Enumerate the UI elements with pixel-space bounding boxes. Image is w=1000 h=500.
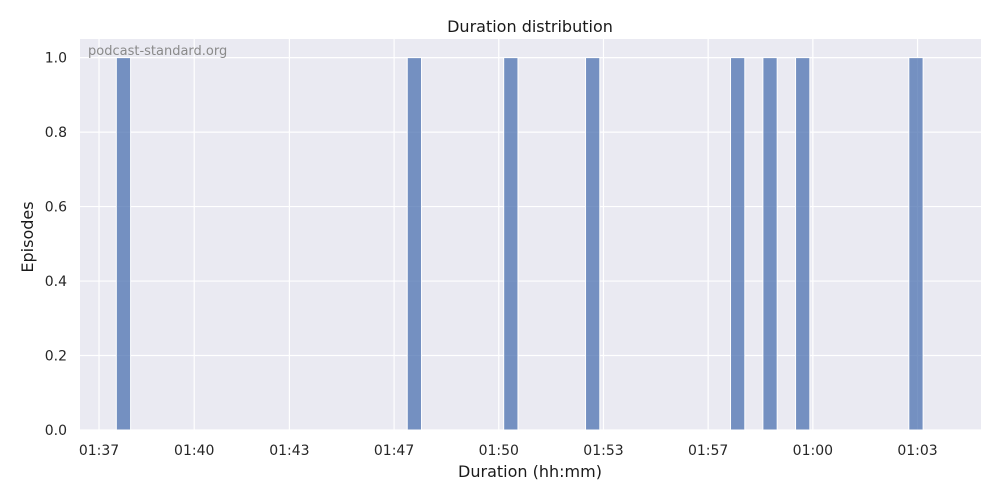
histogram-bar bbox=[908, 57, 924, 431]
grid-lines bbox=[80, 39, 981, 431]
y-tick-label: 0.0 bbox=[45, 423, 67, 439]
histogram-bar bbox=[503, 57, 519, 431]
x-tick-label: 01:43 bbox=[269, 443, 309, 459]
plot-area bbox=[80, 39, 981, 430]
histogram-bar bbox=[795, 57, 811, 431]
histogram-bar bbox=[762, 57, 778, 431]
histogram-bar bbox=[115, 57, 132, 431]
x-tick-label: 01:50 bbox=[479, 443, 519, 459]
histogram-bar bbox=[406, 57, 423, 431]
x-tick-label: 01:00 bbox=[793, 443, 833, 459]
histogram-bar bbox=[730, 57, 746, 431]
x-tick-label: 01:57 bbox=[688, 443, 728, 459]
y-tick-label: 0.8 bbox=[45, 125, 67, 141]
x-axis-label: Duration (hh:mm) bbox=[458, 462, 602, 481]
y-axis-ticks: 0.0 0.2 0.4 0.6 0.8 1.0 bbox=[45, 51, 67, 439]
chart-title: Duration distribution bbox=[447, 17, 613, 36]
watermark-text: podcast-standard.org bbox=[88, 44, 227, 59]
histogram-bar bbox=[585, 57, 601, 431]
x-tick-label: 01:03 bbox=[897, 443, 937, 459]
y-axis-label: Episodes bbox=[18, 201, 37, 272]
y-tick-label: 0.2 bbox=[45, 349, 67, 365]
x-axis-ticks: 01:37 01:40 01:43 01:47 01:50 01:53 01:57 01:00… bbox=[79, 443, 938, 459]
histogram-bars bbox=[115, 57, 924, 431]
x-tick-label: 01:37 bbox=[79, 443, 119, 459]
y-tick-label: 1.0 bbox=[45, 51, 67, 67]
y-tick-label: 0.6 bbox=[45, 200, 67, 216]
x-tick-label: 01:53 bbox=[583, 443, 623, 459]
x-tick-label: 01:40 bbox=[174, 443, 214, 459]
y-tick-label: 0.4 bbox=[45, 274, 67, 290]
x-tick-label: 01:47 bbox=[374, 443, 414, 459]
